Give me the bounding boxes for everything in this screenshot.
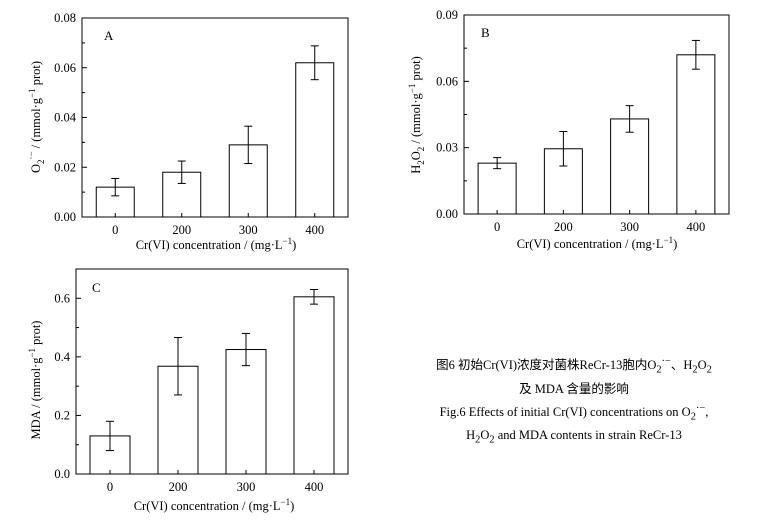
panel-b-y-tick-label: 0.00: [436, 207, 458, 221]
panel-a-x-tick-label: 400: [305, 223, 324, 237]
figure-caption: 图6 初始Cr(VI)浓度对菌株ReCr-13胞内O2·−、H2O2 及 MDA…: [404, 352, 744, 450]
panel-a-y-tick-label: 0.06: [54, 61, 76, 75]
panel-b-x-tick-label: 200: [554, 220, 573, 234]
panel-c-x-tick-label: 300: [237, 480, 256, 494]
panel-c-plot-area: 0.0 0.2 0.4 0.6 0 200 300 400: [54, 268, 349, 494]
panel-a-x-tick-label: 300: [239, 223, 258, 237]
panel-b-x-tick-label: 0: [494, 220, 500, 234]
panel-a-bar: [228, 144, 268, 218]
panel-b-y-tick-label: 0.09: [436, 8, 458, 22]
panel-c: 0.0 0.2 0.4 0.6 0 200 300 400 C Cr(VI) concentr…: [27, 268, 349, 513]
panel-a-y-tick-label: 0.02: [54, 160, 76, 174]
panel-b-x-axis-label: Cr(VI) concentration / (mg·L−1): [517, 235, 678, 251]
panel-b-bar: [676, 54, 716, 215]
panel-b-plot-area: 0.00 0.03 0.06 0.09 0 200 300 400: [436, 8, 730, 234]
panel-c-x-tick-label: 400: [305, 480, 324, 494]
panel-c-label: C: [92, 280, 101, 295]
panel-c-y-tick-label: 0.0: [54, 467, 70, 481]
panel-b-x-tick-label: 300: [620, 220, 639, 234]
panel-c-y-tick-label: 0.6: [54, 291, 70, 305]
panel-c-x-axis-label: Cr(VI) concentration / (mg·L−1): [134, 497, 295, 513]
panel-c-bar: [293, 296, 335, 475]
caption-cn-line1: 图6 初始Cr(VI)浓度对菌株ReCr-13胞内O2·−、H2O2: [436, 356, 712, 376]
panel-c-bar: [225, 349, 267, 475]
panel-b-label: B: [481, 25, 490, 40]
panel-a-x-axis-label: Cr(VI) concentration / (mg·L−1): [136, 236, 297, 252]
panel-c-y-tick-label: 0.2: [54, 408, 70, 422]
panel-b-y-tick-label: 0.03: [436, 141, 458, 155]
panel-b-y-axis-label: H2O2 / (mmol·g−1 prot): [407, 56, 426, 174]
panel-a-x-tick-label: 200: [172, 223, 191, 237]
panel-b-y-tick-label: 0.06: [436, 74, 458, 88]
panel-a-plot-area: 0.00 0.02 0.04 0.06 0.08 0 200 300 400: [54, 11, 349, 237]
panel-b-bar: [477, 162, 517, 215]
panel-c-x-tick-label: 0: [107, 480, 113, 494]
panel-b-x-tick-label: 400: [687, 220, 706, 234]
panel-b-bar: [610, 118, 650, 215]
caption-cn-line2: 及 MDA 含量的影响: [519, 381, 629, 396]
panel-a-y-tick-label: 0.08: [54, 11, 76, 25]
panel-a-y-axis-label: O2·− / (mmol·g−1 prot): [26, 61, 46, 173]
panel-a-y-tick-label: 0.00: [54, 210, 76, 224]
panel-a-x-tick-label: 0: [112, 223, 118, 237]
panel-a-label: A: [104, 28, 114, 43]
panel-a: 0.00 0.02 0.04 0.06 0.08 0 200 300 400 A Cr(VI) …: [26, 11, 349, 252]
panel-b: 0.00 0.03 0.06 0.09 0 200 300 400 B Cr(VI) conc…: [407, 8, 730, 251]
panel-c-frame: [75, 268, 349, 475]
panel-c-y-axis-label: MDA / (mmol·g−1 prot): [27, 321, 43, 440]
panel-c-x-tick-label: 200: [169, 480, 188, 494]
panel-c-y-tick-label: 0.4: [54, 350, 70, 364]
panel-a-y-tick-label: 0.04: [54, 111, 77, 125]
caption-en-line2: H2O2 and MDA contents in strain ReCr-13: [466, 428, 682, 446]
caption-en-line1: Fig.6 Effects of initial Cr(VI) concentr…: [439, 402, 709, 423]
panel-a-bar: [295, 62, 335, 218]
